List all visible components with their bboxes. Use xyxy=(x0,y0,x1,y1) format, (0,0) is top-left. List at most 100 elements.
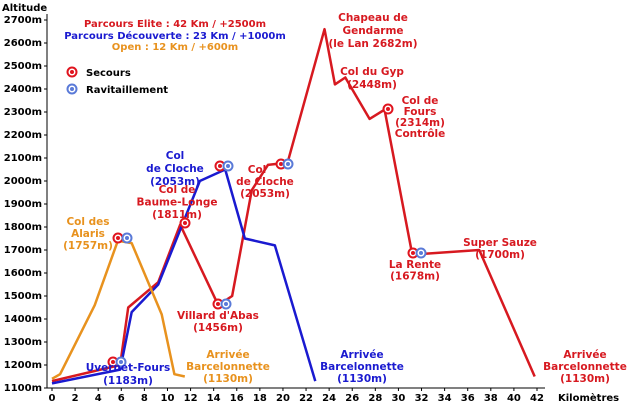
annotation: La Rente xyxy=(389,259,441,271)
annotation: de Cloche xyxy=(236,176,294,188)
marker-icon-dot xyxy=(279,162,283,166)
annotation: Arrivée xyxy=(563,349,606,361)
annotation: de Cloche xyxy=(146,163,204,175)
annotation: Col de xyxy=(402,95,439,107)
marker-icon-dot xyxy=(116,236,120,240)
x-tick-label: 26 xyxy=(345,393,359,404)
annotation: Contrôle xyxy=(395,128,446,140)
annotation: (1456m) xyxy=(193,322,243,334)
annotation: Barcelonnette xyxy=(320,361,404,373)
x-tick-label: 18 xyxy=(253,393,267,404)
x-tick-label: 2 xyxy=(72,393,79,404)
y-tick-label: 1400m xyxy=(4,314,42,325)
annotation: (1757m) xyxy=(63,240,113,252)
y-tick-label: 2100m xyxy=(4,153,42,164)
x-tick-label: 40 xyxy=(507,393,521,404)
marker-icon-dot xyxy=(286,162,290,166)
annotation: (1183m) xyxy=(103,375,153,387)
marker-icon-dot xyxy=(111,360,115,364)
profile-line xyxy=(51,168,317,385)
y-tick-label: 1700m xyxy=(4,245,42,256)
y-tick-label: 1900m xyxy=(4,199,42,210)
x-tick-label: 30 xyxy=(391,393,405,404)
marker-icon-dot xyxy=(70,87,74,91)
marker-icon-dot xyxy=(224,302,228,306)
annotation: Barcelonnette xyxy=(186,361,270,373)
annotation: (le Lan 2682m) xyxy=(328,38,417,50)
marker-icon-dot xyxy=(386,107,390,111)
annotation: Gendarme xyxy=(342,25,403,37)
y-axis-title: Altitude xyxy=(2,3,47,14)
x-tick-label: 42 xyxy=(530,393,544,404)
y-tick-label: 1200m xyxy=(4,360,42,371)
x-tick-label: 38 xyxy=(484,393,498,404)
y-tick-label: 1300m xyxy=(4,337,42,348)
annotation: Col de xyxy=(159,184,196,196)
x-tick-label: 34 xyxy=(438,393,452,404)
x-tick-label: 16 xyxy=(230,393,244,404)
x-axis-title: Kilomètres xyxy=(558,392,619,404)
y-tick-label: 2500m xyxy=(4,61,42,72)
annotation: Barcelonnette xyxy=(543,361,627,373)
y-tick-label: 1600m xyxy=(4,268,42,279)
x-tick-label: 36 xyxy=(461,393,475,404)
annotation: (1811m) xyxy=(152,209,202,221)
x-tick-label: 4 xyxy=(95,393,102,404)
y-tick-label: 2400m xyxy=(4,84,42,95)
marker-icon-dot xyxy=(419,251,423,255)
marker-legend: Ravitaillement xyxy=(86,85,168,96)
annotation: Villard d'Abas xyxy=(177,310,259,322)
annotation: Col du Gyp xyxy=(340,66,404,78)
marker-icon-dot xyxy=(183,221,187,225)
annotation: (1700m) xyxy=(475,249,525,261)
x-tick-label: 12 xyxy=(184,393,198,404)
profile-line xyxy=(51,27,536,383)
marker-icon-dot xyxy=(226,164,230,168)
annotation: (1130m) xyxy=(203,373,253,385)
legend-entry: Open : 12 Km / +600m xyxy=(112,42,238,53)
x-tick-label: 20 xyxy=(276,393,290,404)
marker-icon-dot xyxy=(411,251,415,255)
annotation: Chapeau de xyxy=(338,12,408,24)
y-tick-label: 1100m xyxy=(4,383,42,394)
x-tick-label: 32 xyxy=(415,393,429,404)
x-tick-label: 0 xyxy=(49,393,56,404)
x-tick-label: 8 xyxy=(141,393,148,404)
marker-legend: Secours xyxy=(86,68,131,79)
annotation: Uvernet-Fours xyxy=(86,362,171,374)
annotation: Col xyxy=(248,164,267,176)
legend-entry: Parcours Découverte : 23 Km / +1000m xyxy=(64,30,286,42)
x-tick-label: 6 xyxy=(118,393,125,404)
y-tick-label: 2300m xyxy=(4,107,42,118)
annotation: Baume-Longe xyxy=(136,197,217,209)
x-tick-label: 10 xyxy=(161,393,175,404)
marker-icon-dot xyxy=(216,302,220,306)
y-tick-label: 1800m xyxy=(4,222,42,233)
legend-entry: Parcours Elite : 42 Km / +2500m xyxy=(84,19,266,30)
x-tick-label: 22 xyxy=(299,393,313,404)
marker-icon-dot xyxy=(119,360,123,364)
y-tick-label: 2600m xyxy=(4,38,42,49)
x-tick-label: 24 xyxy=(322,393,336,404)
annotation: (2314m) xyxy=(395,117,445,129)
y-tick-label: 2700m xyxy=(4,15,42,26)
annotation: Fours xyxy=(404,106,437,118)
annotation: Arrivée xyxy=(206,349,249,361)
annotation: Col xyxy=(166,150,185,162)
annotation: (1130m) xyxy=(560,373,610,385)
y-tick-label: 1500m xyxy=(4,291,42,302)
annotation: Arrivée xyxy=(340,349,383,361)
x-tick-label: 14 xyxy=(207,393,221,404)
annotation: Super Sauze xyxy=(463,237,537,249)
y-tick-label: 2200m xyxy=(4,130,42,141)
annotation: (2053m) xyxy=(240,188,290,200)
annotation: (1130m) xyxy=(337,373,387,385)
annotation: Alaris xyxy=(71,228,105,240)
annotation: (2053m) xyxy=(150,176,200,188)
x-tick-label: 28 xyxy=(368,393,382,404)
marker-icon-dot xyxy=(218,164,222,168)
annotation: (1678m) xyxy=(390,271,440,283)
marker-icon-dot xyxy=(70,70,74,74)
marker-icon-dot xyxy=(125,236,129,240)
